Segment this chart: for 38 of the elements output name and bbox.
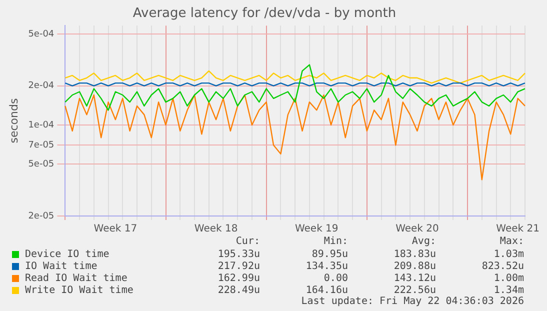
y-tick-label: 7e-05 (28, 140, 54, 151)
text: Min: (322, 236, 348, 248)
y-tick-label: 1e-04 (28, 120, 54, 130)
text: 823.52u (480, 260, 524, 272)
x-tick-label: Week 19 (294, 224, 338, 235)
text: 1.03m (492, 248, 524, 260)
y-tick-label: 2e-04 (28, 81, 54, 92)
text: 195.33u (216, 248, 260, 260)
text: 143.12u (392, 272, 436, 284)
text: 1.00m (492, 272, 524, 284)
y-tick-label: 2e-05 (28, 211, 54, 222)
text: 209.88u (392, 260, 436, 272)
legend-label: Read IO Wait time (25, 272, 128, 284)
chart-title: Average latency for /dev/vda - by month (132, 6, 396, 22)
text: 162.99u (216, 272, 260, 284)
text: 217.92u (216, 260, 260, 272)
text: Max: (498, 236, 524, 248)
y-tick-label: 5e-05 (28, 160, 54, 170)
x-tick-label: Week 20 (396, 224, 439, 235)
x-tick-label: Week 18 (194, 224, 238, 235)
legend-label: Write IO Wait time (25, 284, 134, 296)
text: 222.56u (392, 284, 436, 296)
y-tick-label: 5e-04 (28, 29, 54, 40)
text: 134.35u (304, 260, 348, 272)
text: 228.49u (216, 284, 260, 296)
legend-label: Device IO time (25, 248, 110, 260)
y-axis-title: seconds (7, 98, 20, 144)
text: Avg: (410, 236, 436, 248)
x-tick-label: Week 17 (94, 224, 138, 235)
text: 164.16u (304, 284, 348, 296)
text: 89.95u (310, 248, 348, 260)
text: Cur: (234, 236, 260, 248)
text: 183.83u (392, 248, 436, 260)
x-tick-label: Week 21 (496, 224, 540, 235)
legend-label: IO Wait time (25, 260, 98, 272)
text: 1.34m (492, 284, 524, 296)
text: 0.00 (322, 272, 348, 284)
text: Last update: Fri May 22 04:36:03 2026 (300, 296, 524, 308)
